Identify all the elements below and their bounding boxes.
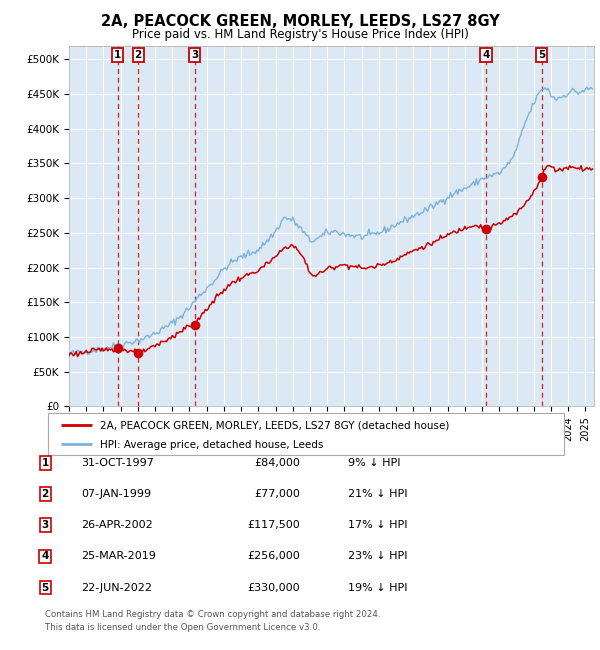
Text: 2: 2 [41,489,49,499]
Text: 26-APR-2002: 26-APR-2002 [81,520,153,530]
Text: 25-MAR-2019: 25-MAR-2019 [81,551,156,562]
Text: 5: 5 [41,582,49,593]
Text: 4: 4 [482,50,490,60]
Text: 22-JUN-2022: 22-JUN-2022 [81,582,152,593]
Text: 2: 2 [134,50,142,60]
Text: HPI: Average price, detached house, Leeds: HPI: Average price, detached house, Leed… [100,440,323,450]
Text: 31-OCT-1997: 31-OCT-1997 [81,458,154,468]
Text: This data is licensed under the Open Government Licence v3.0.: This data is licensed under the Open Gov… [45,623,320,632]
Text: 5: 5 [538,50,545,60]
Text: 21% ↓ HPI: 21% ↓ HPI [348,489,407,499]
Text: 9% ↓ HPI: 9% ↓ HPI [348,458,401,468]
Text: 1: 1 [41,458,49,468]
Text: Contains HM Land Registry data © Crown copyright and database right 2024.: Contains HM Land Registry data © Crown c… [45,610,380,619]
Text: Price paid vs. HM Land Registry's House Price Index (HPI): Price paid vs. HM Land Registry's House … [131,28,469,41]
Text: £117,500: £117,500 [247,520,300,530]
Text: 17% ↓ HPI: 17% ↓ HPI [348,520,407,530]
Text: 3: 3 [191,50,199,60]
Text: 07-JAN-1999: 07-JAN-1999 [81,489,151,499]
Text: 2A, PEACOCK GREEN, MORLEY, LEEDS, LS27 8GY: 2A, PEACOCK GREEN, MORLEY, LEEDS, LS27 8… [101,14,499,29]
Text: 23% ↓ HPI: 23% ↓ HPI [348,551,407,562]
Text: 19% ↓ HPI: 19% ↓ HPI [348,582,407,593]
Text: 1: 1 [114,50,121,60]
Text: £256,000: £256,000 [247,551,300,562]
Text: 4: 4 [41,551,49,562]
FancyBboxPatch shape [48,413,564,455]
Text: 3: 3 [41,520,49,530]
Text: £84,000: £84,000 [254,458,300,468]
Text: 2A, PEACOCK GREEN, MORLEY, LEEDS, LS27 8GY (detached house): 2A, PEACOCK GREEN, MORLEY, LEEDS, LS27 8… [100,421,449,430]
Text: £77,000: £77,000 [254,489,300,499]
Text: £330,000: £330,000 [247,582,300,593]
